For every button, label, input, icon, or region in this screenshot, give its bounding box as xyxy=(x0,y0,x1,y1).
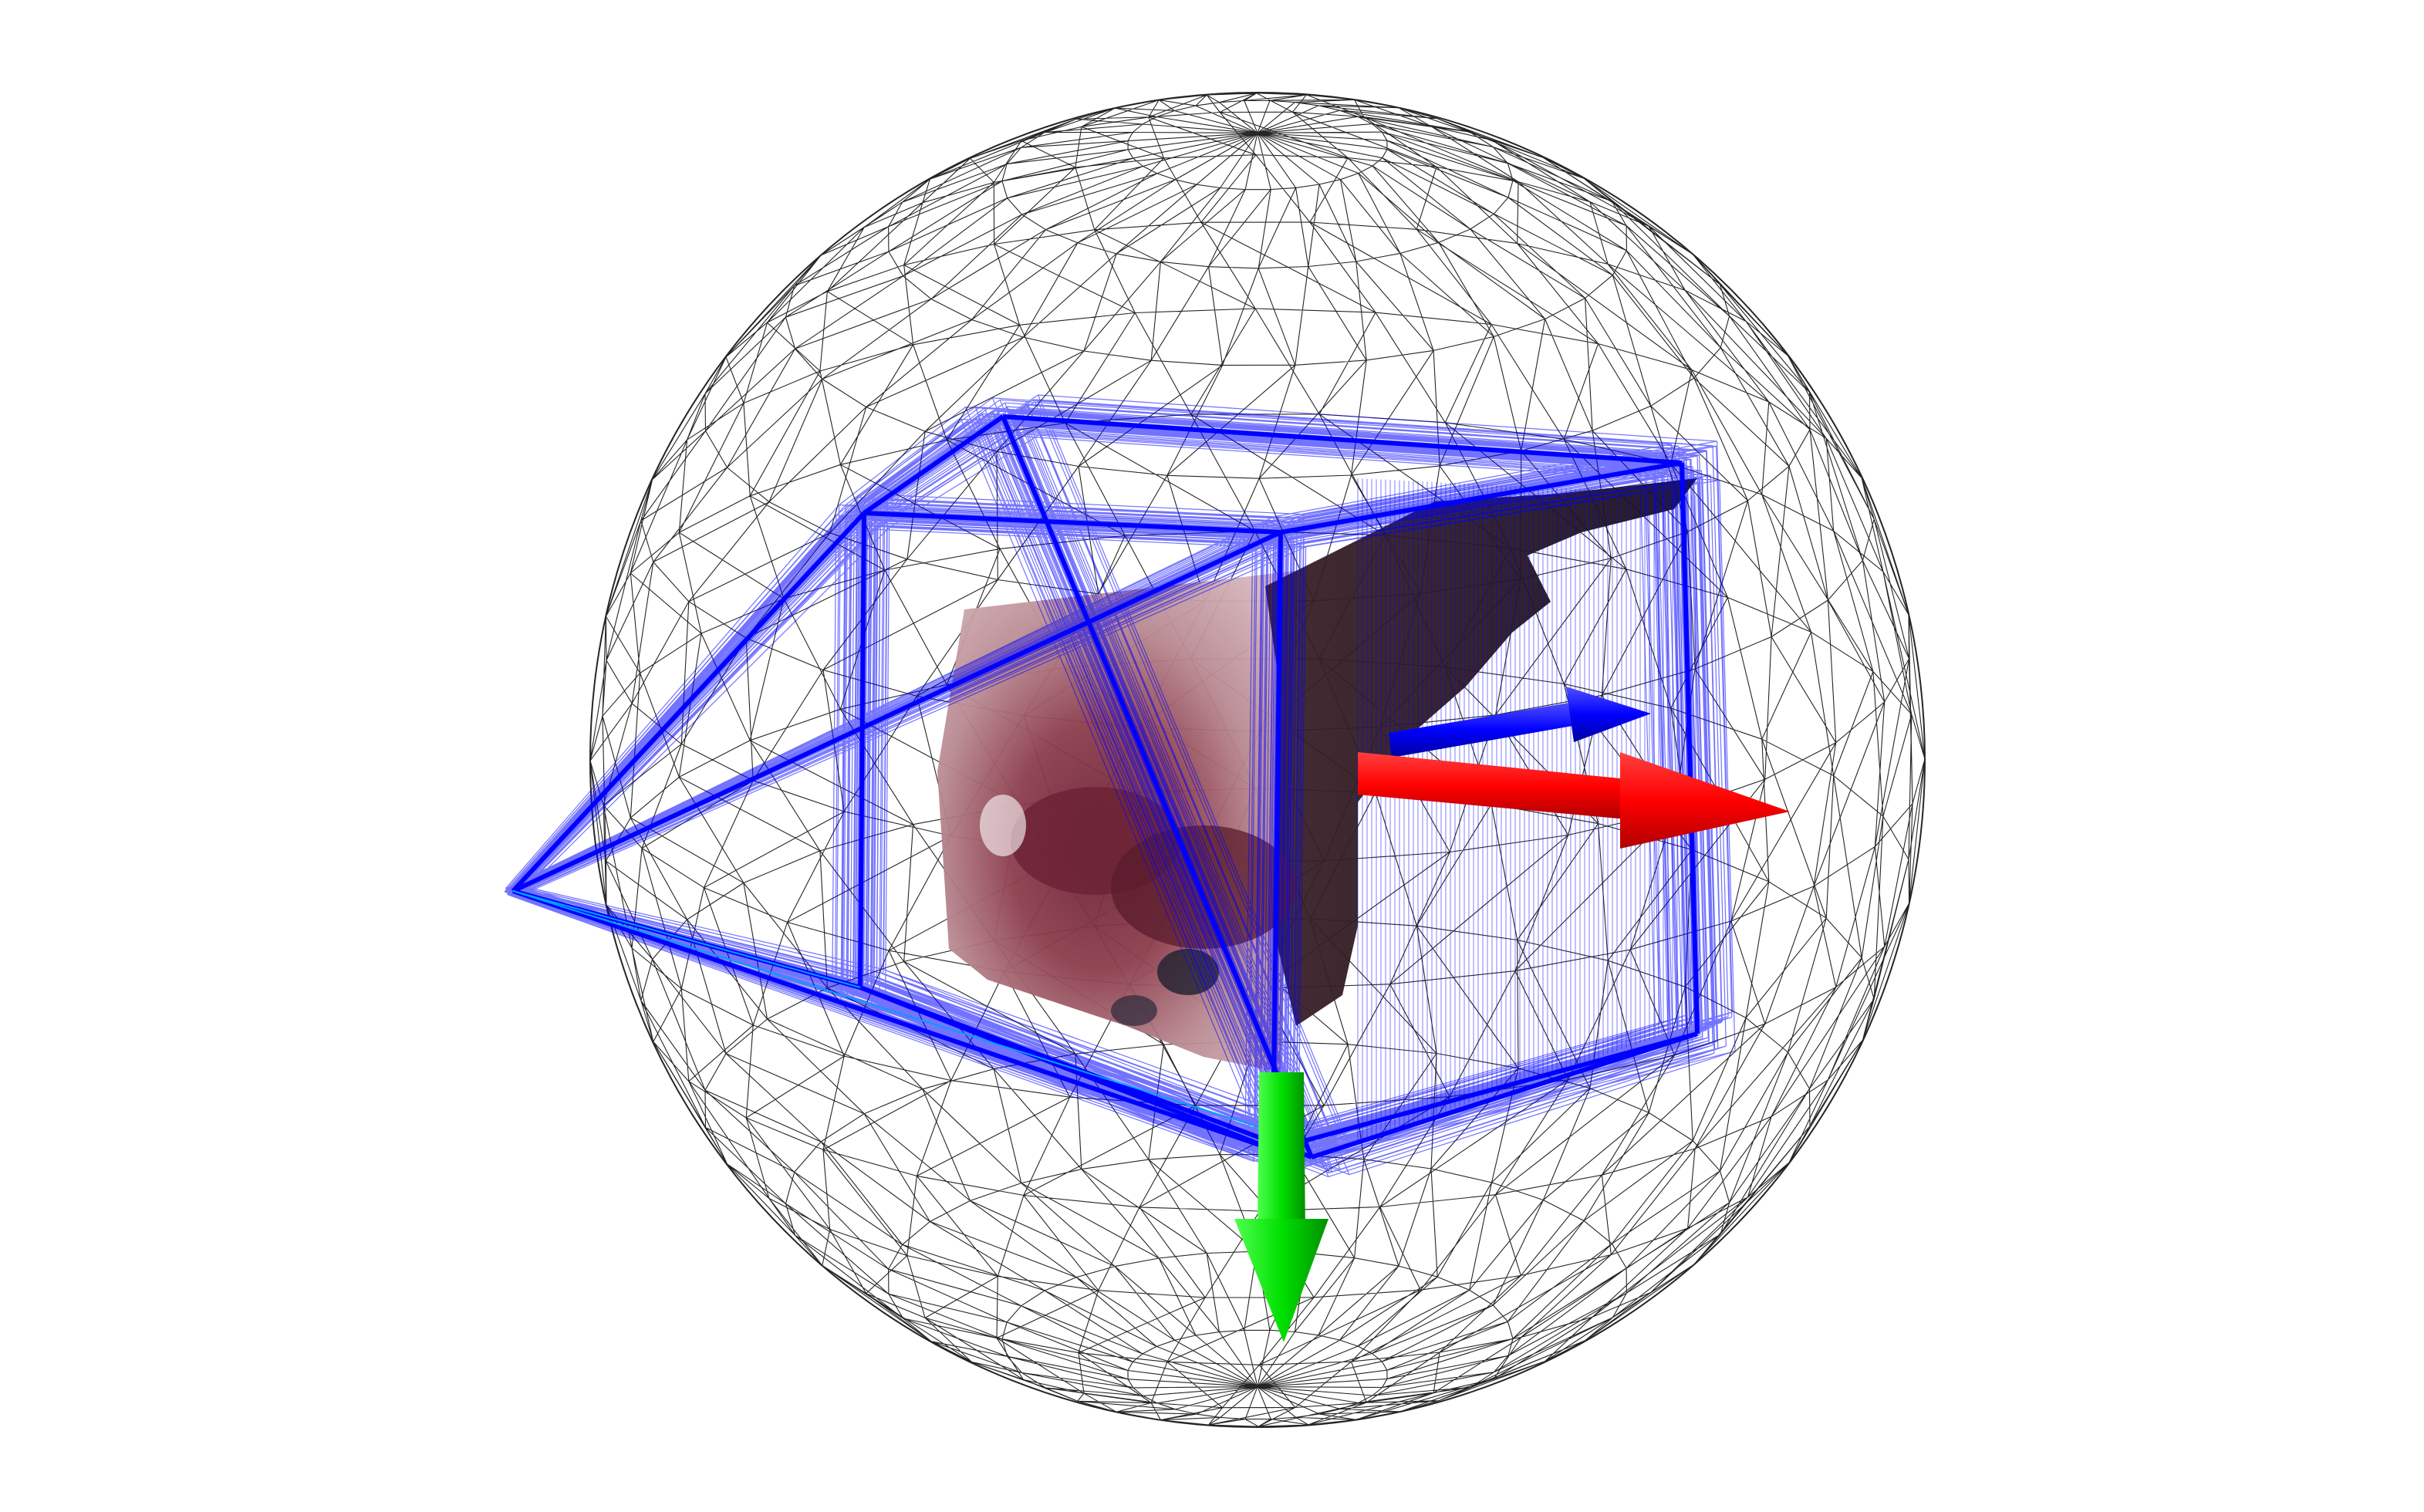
z-axis-arrow xyxy=(1389,687,1651,758)
sphere-outline xyxy=(589,92,1926,1428)
coordinate-axes-icon xyxy=(1234,687,1790,1342)
y-axis-arrow xyxy=(1234,1072,1328,1342)
x-axis-arrow xyxy=(1358,752,1790,849)
point-cloud-icon xyxy=(937,478,1697,1072)
frustum-highlight xyxy=(512,890,1281,1135)
